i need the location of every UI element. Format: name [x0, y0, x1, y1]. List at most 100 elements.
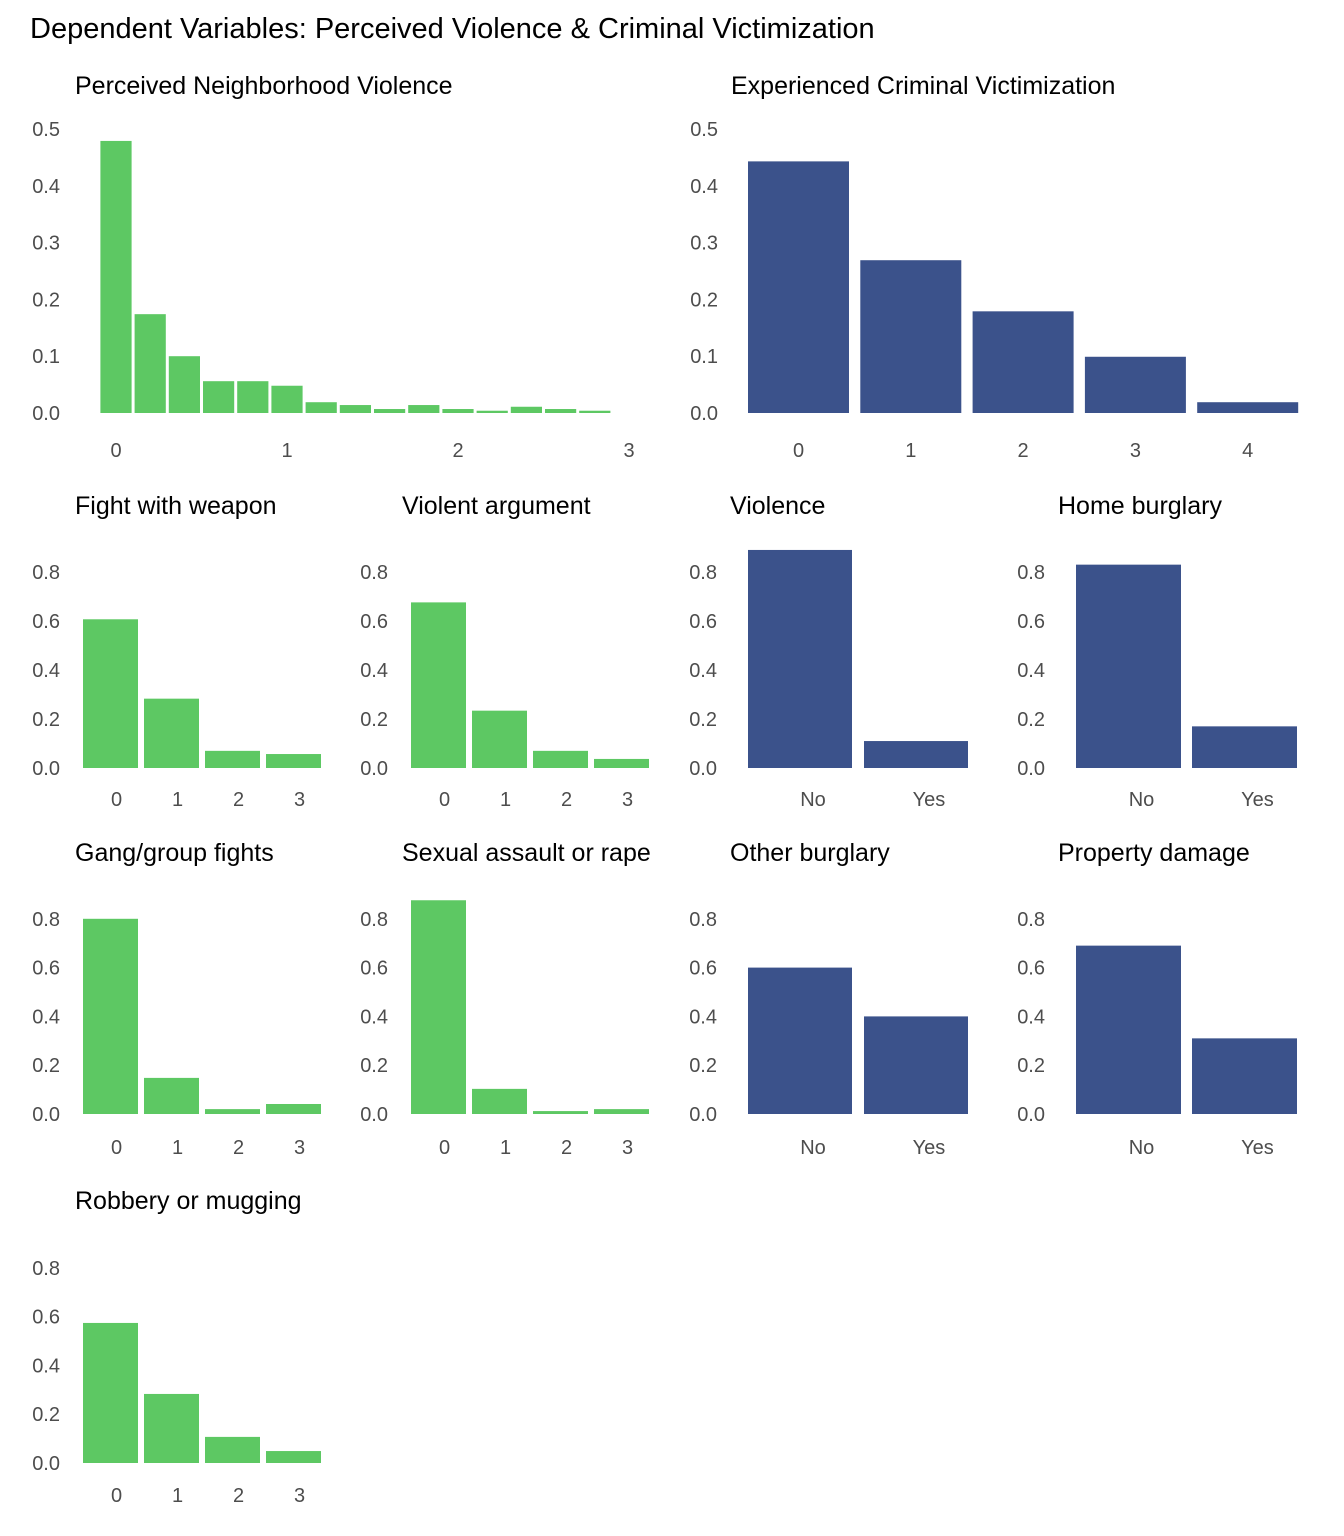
y-tick-label: 0.4: [1017, 1006, 1045, 1028]
x-tick-label: 1: [172, 1137, 183, 1159]
bar: [266, 1103, 321, 1114]
y-tick-label: 0.2: [689, 709, 717, 731]
x-tick-label: 3: [623, 440, 634, 462]
x-tick-label: 0: [793, 440, 804, 462]
bar: [100, 140, 132, 414]
y-tick-label: 0.4: [32, 176, 60, 198]
figure-title: Dependent Variables: Perceived Violence …: [30, 13, 875, 45]
panel-title: Sexual assault or rape: [402, 839, 651, 867]
x-tick-label: No: [800, 789, 826, 811]
bar: [205, 750, 260, 768]
x-tick-label: 0: [110, 440, 121, 462]
panels: Perceived Neighborhood Violence 0.0 0.1 0.2…: [32, 72, 1299, 1507]
panel-experienced-criminal-victimization: Experienced Criminal Victimization 0.0 0.1…: [690, 72, 1299, 462]
panel-other-burglary: Other burglary 0.0 0.2 0.4 0.6 0.8 No Yes: [689, 839, 968, 1159]
y-tick-label: 0.4: [690, 176, 718, 198]
panel-sexual-assault-or-rape: Sexual assault or rape 0.0 0.2 0.4 0.6 0.8 0 1 2…: [360, 839, 651, 1159]
x-tick-label: 2: [452, 440, 463, 462]
x-tick-label: 3: [294, 1137, 305, 1159]
y-tick-label: 0.2: [360, 709, 388, 731]
bar: [144, 1393, 199, 1463]
bar: [472, 1088, 527, 1114]
panel-fight-with-weapon: Fight with weapon 0.0 0.2 0.4 0.6 0.8 0 1 2 3: [32, 492, 321, 811]
x-tick-label: 1: [905, 440, 916, 462]
panel-title: Gang/group fights: [75, 839, 274, 867]
panel-violence: Violence 0.0 0.2 0.4 0.6 0.8 No Yes: [689, 492, 968, 811]
y-tick-label: 0.3: [32, 233, 60, 255]
panel-perceived-neighborhood-violence: Perceived Neighborhood Violence 0.0 0.1 0.2…: [32, 72, 634, 462]
x-tick-label: 1: [500, 1137, 511, 1159]
y-tick-label: 0.4: [32, 1006, 60, 1028]
x-tick-label: 0: [111, 1137, 122, 1159]
y-tick-label: 0.2: [1017, 709, 1045, 731]
bar: [408, 405, 440, 413]
y-tick-label: 0.2: [32, 1055, 60, 1077]
y-tick-label: 0.4: [32, 1355, 60, 1377]
y-tick-label: 0.8: [689, 909, 717, 931]
bar: [144, 1077, 199, 1114]
y-tick-label: 0.6: [360, 611, 388, 633]
bar: [83, 918, 138, 1114]
x-tick-label: 1: [172, 1485, 183, 1507]
x-tick-label: 2: [233, 789, 244, 811]
bar: [168, 356, 200, 413]
bar: [594, 1109, 649, 1114]
y-tick-label: 0.8: [32, 909, 60, 931]
bar: [1076, 564, 1181, 768]
bar: [864, 1016, 968, 1114]
bar: [205, 1109, 260, 1114]
bar: [748, 549, 852, 768]
y-tick-label: 0.6: [32, 611, 60, 633]
y-tick-label: 0.0: [690, 403, 718, 425]
y-tick-label: 0.6: [1017, 958, 1045, 980]
x-tick-label: 2: [561, 789, 572, 811]
panel-violent-argument: Violent argument 0.0 0.2 0.4 0.6 0.8 0 1 2 3: [360, 492, 649, 811]
panel-property-damage: Property damage 0.0 0.2 0.4 0.6 0.8 No Yes: [1017, 839, 1297, 1159]
y-tick-label: 0.4: [1017, 660, 1045, 682]
y-tick-label: 0.4: [32, 660, 60, 682]
y-tick-label: 0.8: [360, 562, 388, 584]
panel-title: Violent argument: [402, 492, 591, 520]
panel-title: Fight with weapon: [75, 492, 277, 520]
y-tick-label: 0.4: [360, 660, 388, 682]
y-tick-label: 0.8: [32, 562, 60, 584]
y-tick-label: 0.8: [360, 909, 388, 931]
panel-title: Home burglary: [1058, 492, 1222, 520]
panel-title: Other burglary: [730, 839, 890, 867]
y-tick-label: 0.6: [360, 958, 388, 980]
y-tick-label: 0.4: [689, 660, 717, 682]
y-tick-label: 0.2: [32, 289, 60, 311]
bar: [1192, 726, 1297, 768]
bar: [545, 409, 577, 413]
x-tick-label: No: [1129, 1137, 1155, 1159]
bar: [510, 406, 542, 413]
y-tick-label: 0.5: [690, 119, 718, 141]
bar: [476, 410, 508, 413]
x-tick-label: No: [1129, 789, 1155, 811]
bar: [305, 402, 337, 413]
bar: [339, 405, 371, 413]
x-tick-label: 4: [1242, 440, 1253, 462]
y-tick-label: 0.6: [32, 1307, 60, 1329]
x-tick-label: 3: [622, 1137, 633, 1159]
x-tick-label: 0: [111, 789, 122, 811]
bar: [266, 754, 321, 768]
y-tick-label: 0.2: [32, 1404, 60, 1426]
bar: [266, 1451, 321, 1463]
x-tick-label: 2: [233, 1137, 244, 1159]
bar: [579, 410, 611, 413]
panel-title: Violence: [730, 492, 825, 520]
y-tick-label: 0.3: [690, 233, 718, 255]
x-tick-label: 3: [294, 789, 305, 811]
x-tick-label: 3: [294, 1485, 305, 1507]
y-tick-label: 0.0: [32, 1453, 60, 1475]
bar: [203, 381, 235, 413]
bar: [472, 710, 527, 768]
y-tick-label: 0.2: [32, 709, 60, 731]
bar: [237, 381, 269, 413]
bar: [594, 758, 649, 768]
panel-robbery-or-mugging: Robbery or mugging 0.0 0.2 0.4 0.6 0.8 0 1 2 3: [32, 1187, 321, 1507]
bar: [972, 311, 1074, 413]
x-tick-label: 3: [622, 789, 633, 811]
